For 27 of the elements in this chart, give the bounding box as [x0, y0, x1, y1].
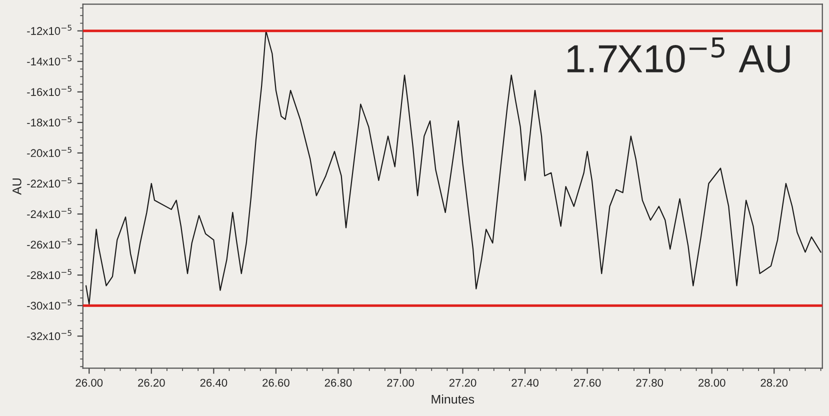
x-tick-label: 26.20: [138, 378, 165, 387]
x-tick-label: 26.00: [76, 378, 103, 387]
y-tick-label: -28x10$^{−5}$: [27, 269, 72, 280]
x-tick-label: 27.60: [574, 378, 601, 387]
x-tick-label: 26.60: [262, 378, 290, 387]
x-tick-label: 27.00: [387, 378, 414, 387]
y-tick-label: -20x10$^{−5}$: [27, 146, 72, 158]
y-tick-label: -24x10$^{−5}$: [27, 208, 72, 218]
y-tick-label: -14x10$^{−5}$: [27, 55, 72, 66]
x-tick-label: 27.80: [636, 378, 664, 387]
y-tick-label: -22x10$^{−5}$: [27, 178, 72, 188]
x-tick-label: 28.00: [698, 378, 726, 387]
annotation: 1.7X10$^{−5}$ AU: [567, 37, 790, 73]
y-tick-label: -26x10$^{−5}$: [27, 238, 72, 249]
x-tick-label: 27.20: [449, 378, 476, 387]
y-tick-label: -32x10$^{−5}$: [27, 330, 72, 340]
x-tick-label: 28.20: [760, 378, 788, 387]
x-axis-title: Minutes: [432, 394, 474, 404]
x-tick-label: 27.40: [512, 378, 538, 387]
x-tick-label: 26.40: [200, 378, 228, 387]
y-tick-label: -30x10$^{−5}$: [27, 300, 72, 310]
y-tick-label: -12x10$^{−5}$: [27, 24, 72, 35]
x-tick-label: 26.80: [324, 378, 352, 387]
line-series: [85, 30, 822, 305]
y-tick-label: -18x10$^{−5}$: [27, 116, 72, 126]
y-axis-title: AU: [12, 178, 22, 195]
y-tick-label: -16x10$^{−5}$: [27, 86, 72, 96]
